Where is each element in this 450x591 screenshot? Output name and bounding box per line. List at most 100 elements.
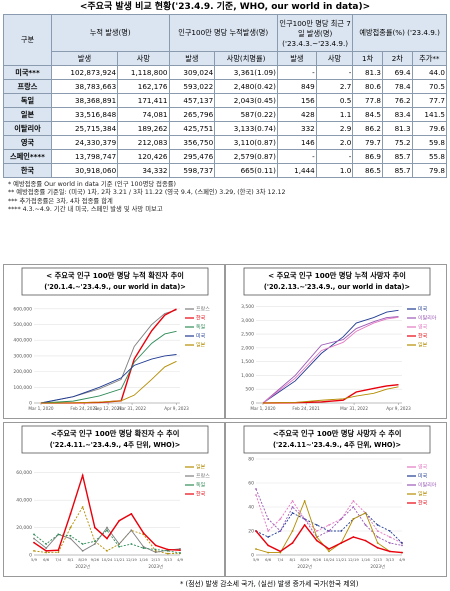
point: [93, 543, 96, 545]
line-series: [262, 316, 399, 404]
row-label: 영국: [3, 135, 52, 150]
y-tick-label: 500,000: [13, 322, 32, 328]
x-tick-label: 1/16: [139, 557, 148, 562]
legend-label: 프랑스: [196, 306, 210, 313]
line-series: [33, 529, 181, 554]
table-cell: 85.7: [381, 149, 413, 164]
legend-label: 영국: [418, 324, 428, 331]
table-cell: 1,118,800: [117, 65, 170, 80]
table-cell: 0.5: [315, 93, 354, 108]
chart-subtitle: ('20.1.4.~'23.4.9., our world in data)>: [44, 283, 186, 291]
line-series: [255, 494, 403, 544]
table-cell: 457,137: [168, 93, 216, 108]
table-cell: 849: [276, 79, 317, 94]
y-tick-label: 80: [248, 457, 254, 463]
point: [376, 536, 379, 538]
y-tick-label: 1,500: [241, 359, 254, 365]
point: [179, 552, 181, 554]
y-tick-label: 20,000: [16, 525, 32, 531]
point: [69, 534, 72, 537]
chart-title: <주요국 인구 100만 명당 확진자 수 추이: [51, 429, 180, 438]
table-cell: 665(0.11): [214, 163, 278, 178]
point: [255, 548, 257, 550]
point: [279, 550, 282, 553]
table-cell: 33,516,848: [50, 107, 119, 122]
point: [401, 551, 403, 554]
table-cell: 74,081: [117, 107, 170, 122]
point: [340, 518, 343, 520]
point: [291, 530, 294, 532]
point: [154, 548, 157, 551]
point: [328, 524, 330, 526]
table-cell: 171,411: [117, 93, 170, 108]
header-cell: 예방접종률(%) ('23.4.9.): [352, 14, 447, 52]
x-tick-label: 8/1: [289, 557, 296, 562]
x-tick-label: 8/1: [67, 557, 74, 562]
point: [352, 506, 355, 508]
table-cell: 141.5: [411, 107, 448, 122]
legend-label: 미국: [418, 306, 428, 313]
table-cell: 598,737: [168, 163, 216, 178]
table-cell: 1.0: [315, 163, 354, 178]
point: [81, 506, 84, 508]
legend-label: 독일: [196, 324, 206, 331]
table-cell: 2,480(0.42): [214, 79, 278, 94]
point: [267, 551, 270, 554]
point: [142, 532, 145, 534]
chart: <주요국 인구 100만 명당 사망자 수 추이 ('22.4.11~'23.4.…: [225, 422, 447, 577]
point: [166, 548, 169, 551]
point: [303, 500, 306, 502]
y-tick-label: 3,500: [241, 304, 254, 310]
legend-label: 한국: [418, 334, 428, 340]
x-tick-label: 6/6: [43, 557, 50, 562]
point: [69, 512, 72, 515]
table-cell: 146: [276, 135, 317, 150]
y-tick-label: 500: [245, 387, 254, 393]
subheader-cell: 발생: [50, 51, 119, 66]
table-cell: 34,332: [117, 163, 170, 178]
point: [291, 512, 294, 514]
table-cell: 83.4: [381, 107, 413, 122]
point: [69, 526, 72, 529]
table-cell: 44.0: [411, 65, 448, 80]
x-tick-label: 5/9: [253, 557, 260, 562]
subheader-cell: 1차: [352, 51, 383, 66]
comparison-table: 구분 누적 발생(명) 인구100만 명당 누적발생(명) 인구100만 명당 …: [3, 14, 448, 178]
point: [328, 550, 330, 553]
point: [45, 543, 48, 545]
table-cell: 85.7: [381, 163, 413, 178]
table-cell: 2.7: [315, 79, 354, 94]
chart: < 주요국 인구 100만 명당 누적 확진자 추이 ('20.1.4.~'23.…: [3, 264, 225, 419]
point: [45, 547, 48, 550]
table-cell: -: [315, 149, 354, 164]
header-cell: 누적 발생(명): [50, 14, 170, 52]
x-tick-label: 2/13: [373, 557, 382, 562]
x-tick-label: Apr 9, 2023: [386, 406, 411, 411]
legend-label: 한국: [418, 501, 428, 507]
subheader-cell: 발생: [276, 51, 317, 66]
footnote: * (점선) 발생 감소세 국가, (실선) 발생 증가세 국가(한국 제외): [180, 580, 359, 588]
line-series: [262, 386, 399, 404]
table-cell: 1,444: [276, 163, 317, 178]
table-cell: 2,043(0.45): [214, 93, 278, 108]
row-label: 프랑스: [3, 79, 52, 94]
point: [291, 542, 294, 544]
point: [340, 542, 343, 544]
subheader-cell: 발생: [168, 51, 216, 66]
line-series: [255, 488, 403, 546]
table-cell: 84.5: [352, 107, 383, 122]
chart-subtitle: ('20.2.13.~'23.4.9., our world in data)>: [264, 283, 410, 291]
x-group-label: 2023년: [148, 563, 163, 569]
point: [118, 545, 121, 548]
point: [106, 529, 108, 532]
line-series: [262, 309, 399, 404]
chart-subtitle: ('22.4.11~'23.4.9., 4주 단위, WHO)>: [273, 440, 401, 449]
point: [179, 547, 181, 550]
table-row: 스페인**** 13,798,747 120,426 295,476 2,579(0.8…: [3, 149, 448, 164]
note: ** 예방접종률 기준일: (미국) 1차, 2차 3.21 / 3차 11.2…: [8, 189, 286, 197]
y-tick-label: 60,000: [16, 470, 32, 476]
y-tick-label: 40,000: [16, 498, 32, 504]
point: [352, 500, 355, 502]
legend-label: 영국: [418, 464, 428, 471]
y-tick-label: 2,000: [241, 345, 254, 351]
